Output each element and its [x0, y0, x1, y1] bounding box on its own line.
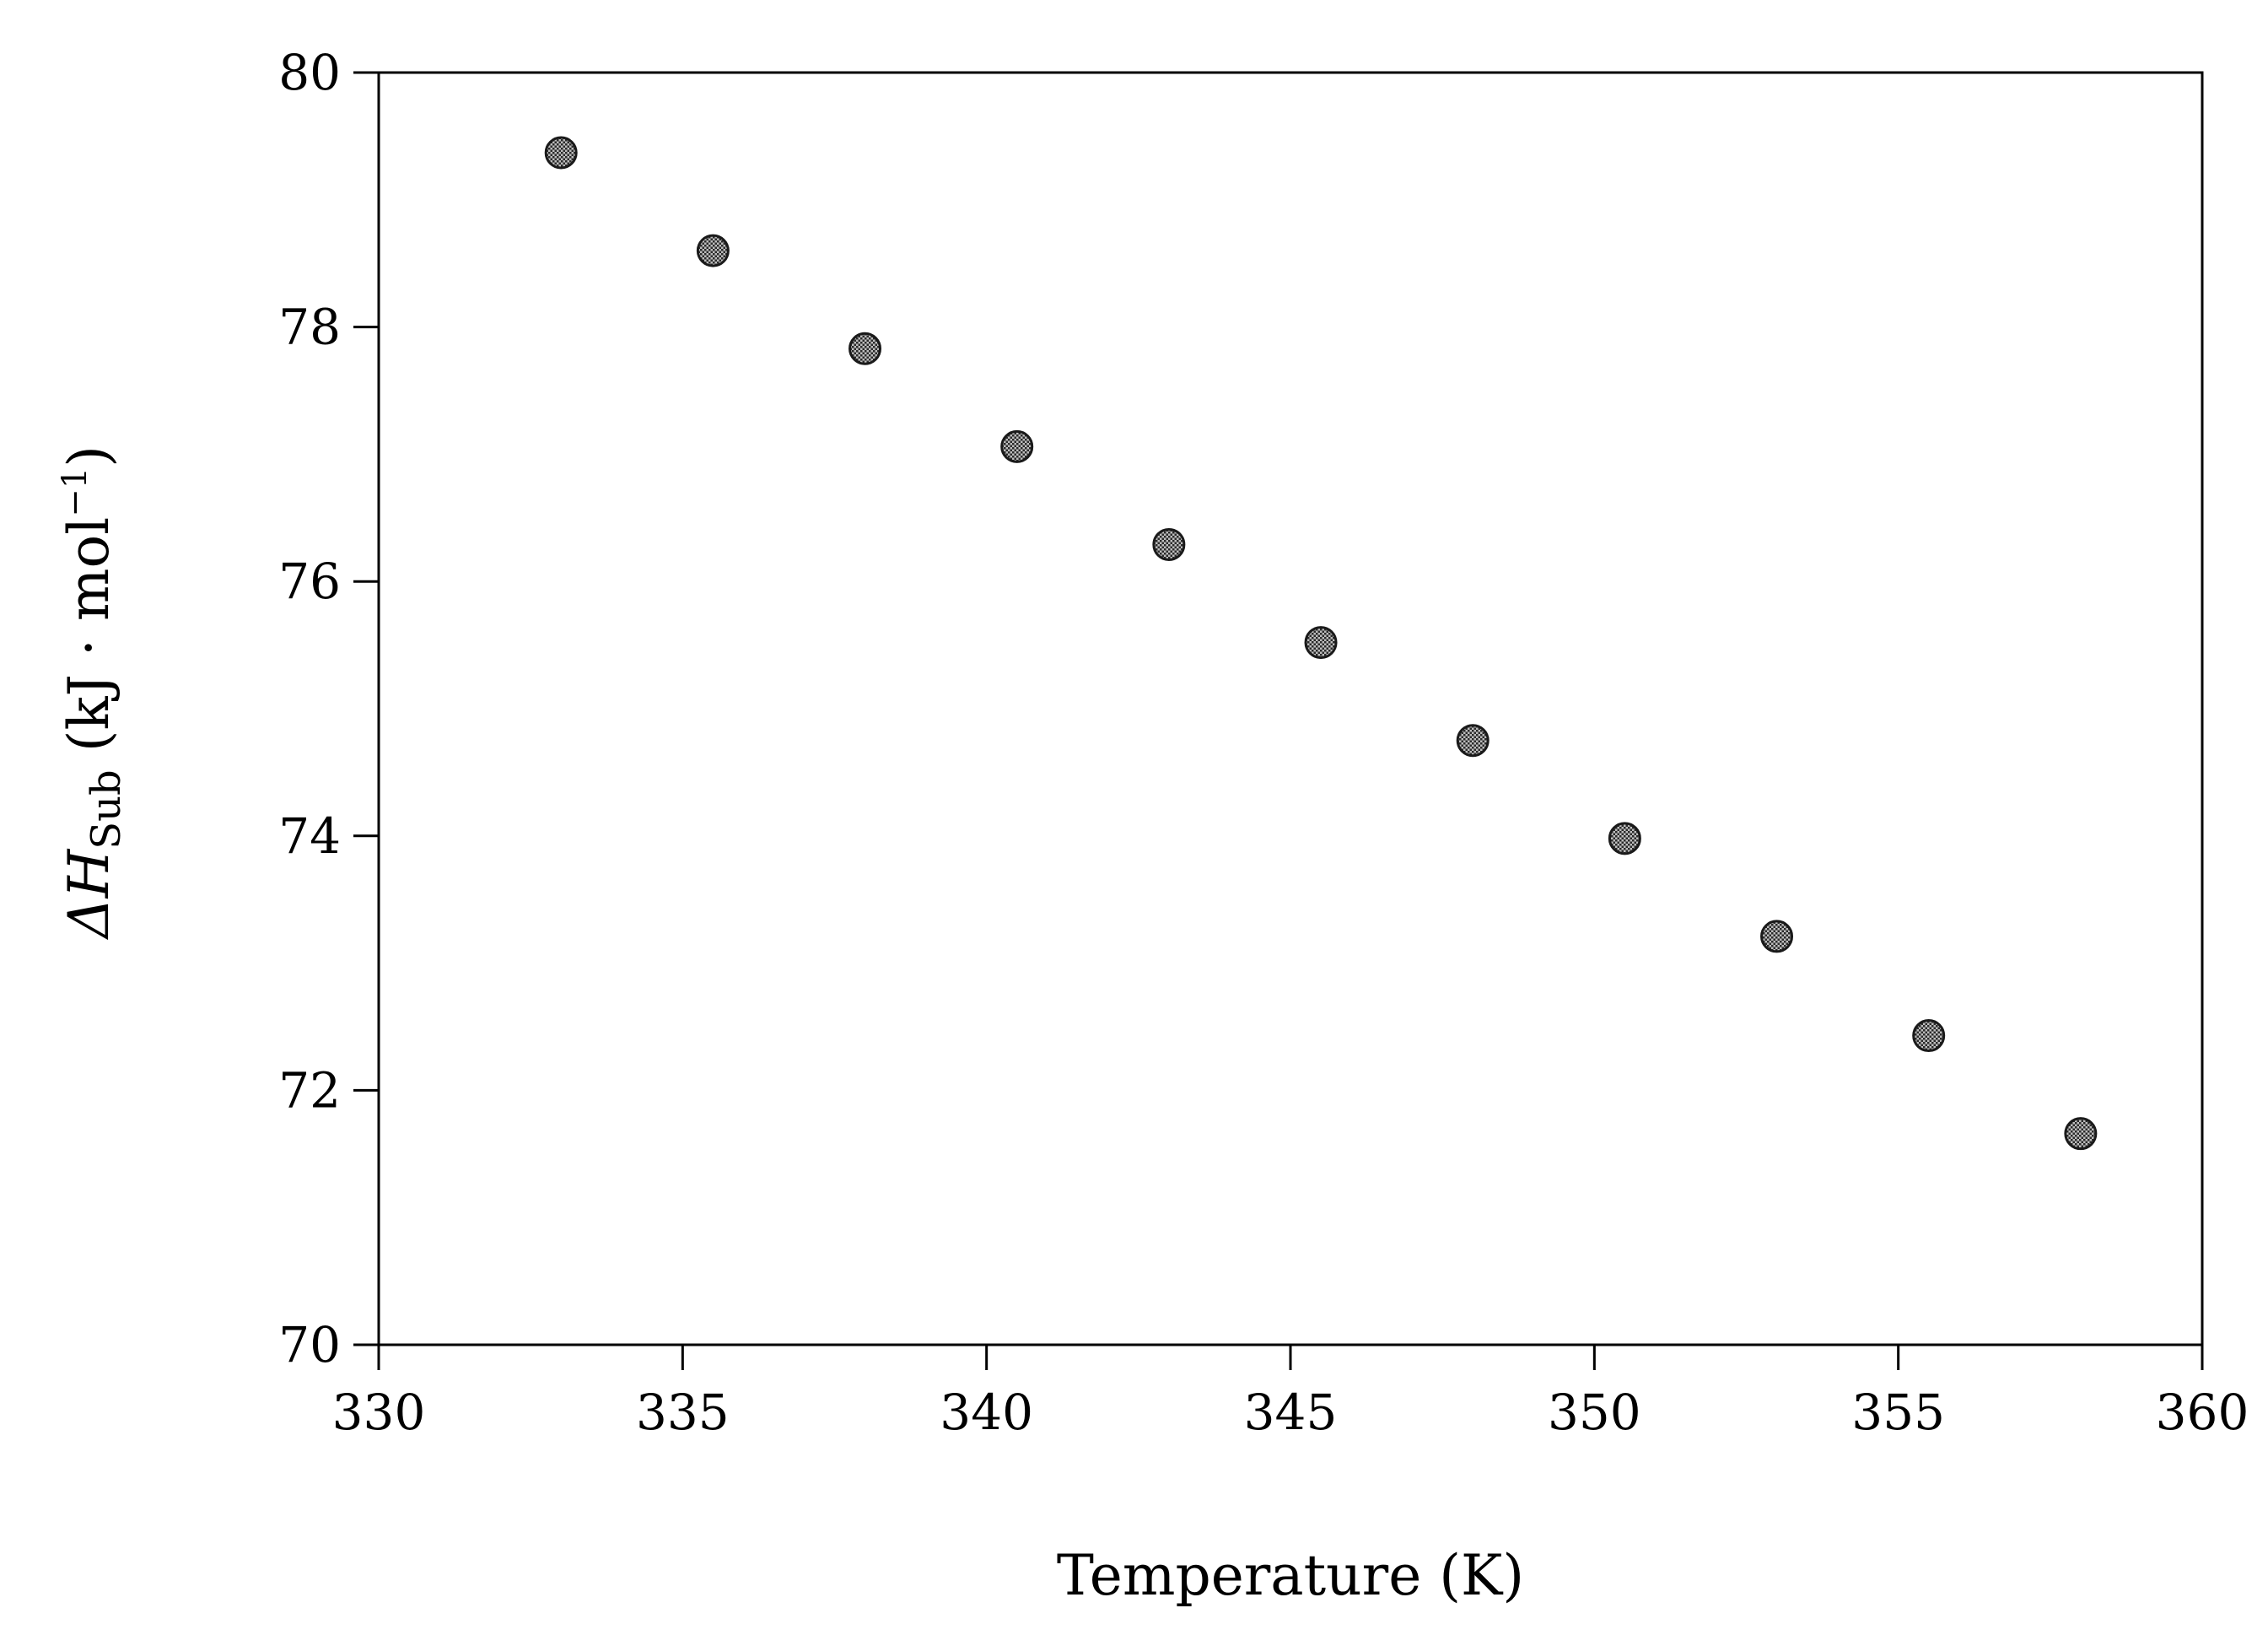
y-tick-label: 70	[278, 1316, 341, 1373]
data-point	[1760, 920, 1794, 953]
data-point	[544, 136, 578, 170]
data-point	[2064, 1117, 2098, 1151]
y-axis-label: ΔHSub (kJ · mol−1)	[56, 445, 130, 941]
y-tick-label: 78	[278, 299, 341, 356]
y-axis-label-symbol: ΔH	[57, 848, 121, 941]
data-point	[1608, 822, 1641, 855]
x-tick-label: 335	[636, 1384, 730, 1441]
data-point	[1912, 1019, 1946, 1053]
y-axis-label-unit: (kJ · mol	[57, 517, 121, 770]
data-points	[544, 136, 2098, 1151]
y-tick-label: 74	[278, 807, 341, 865]
y-axis-label-subscript: Sub	[83, 769, 130, 850]
y-axis-ticks: 70 72 74 76 78 80	[278, 44, 379, 1373]
x-tick-label: 360	[2156, 1384, 2249, 1441]
x-tick-label: 350	[1548, 1384, 1641, 1441]
y-tick-label: 72	[278, 1061, 341, 1119]
x-tick-label: 330	[332, 1384, 426, 1441]
data-point	[1152, 527, 1186, 561]
x-tick-label: 355	[1851, 1384, 1945, 1441]
y-tick-label: 80	[278, 44, 341, 101]
y-axis-label-unit-close: )	[57, 445, 121, 467]
data-point	[848, 332, 882, 365]
x-axis-ticks: 330 335 340 345 350 355 360	[332, 1345, 2249, 1441]
x-tick-label: 345	[1244, 1384, 1338, 1441]
x-axis-label: Temperature (K)	[1057, 1543, 1524, 1608]
plot-area-frame	[377, 71, 2204, 1346]
data-point	[696, 234, 730, 267]
y-axis-label-superscript: −1	[56, 467, 94, 517]
x-tick-label: 340	[940, 1384, 1033, 1441]
y-tick-label: 76	[278, 553, 341, 610]
data-point	[1456, 724, 1490, 758]
data-point	[1304, 626, 1338, 660]
data-point	[1000, 429, 1034, 463]
